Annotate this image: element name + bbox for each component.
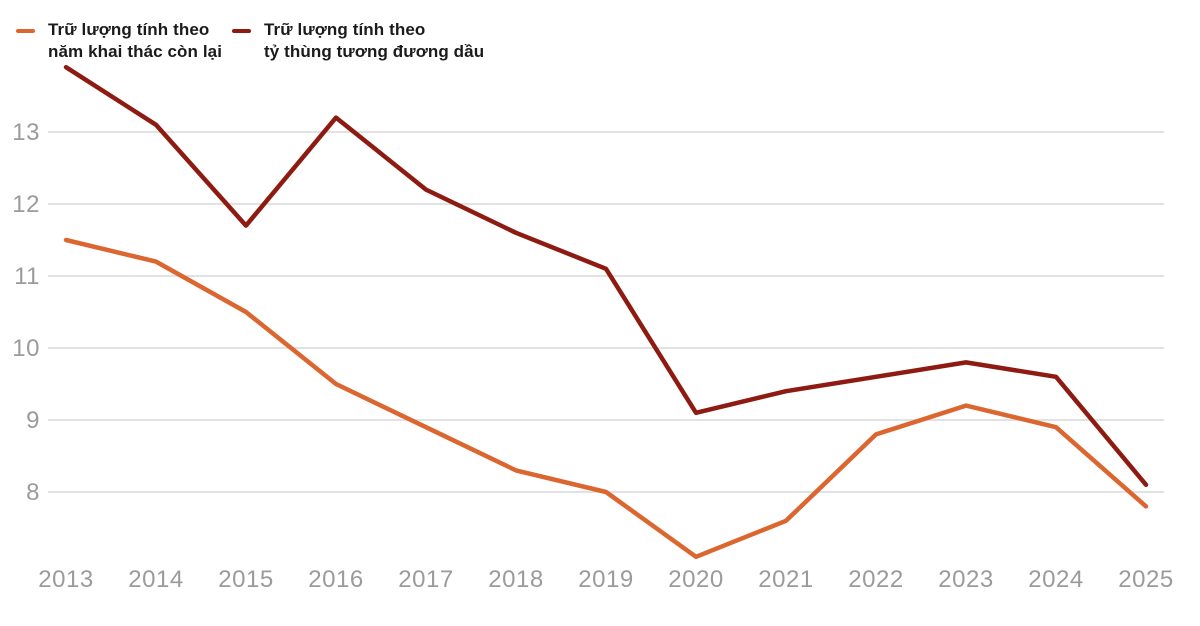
y-tick-label-8: 8: [26, 479, 40, 506]
x-tick-label-2013: 2013: [38, 566, 93, 593]
legend-item-years-remaining: Trữ lượng tính theo năm khai thác còn lạ…: [16, 19, 232, 63]
x-tick-label-2016: 2016: [308, 566, 363, 593]
legend-swatch-orange-line-icon: [16, 29, 35, 33]
x-tick-label-2018: 2018: [488, 566, 543, 593]
x-tick-label-2014: 2014: [128, 566, 183, 593]
y-tick-label-12: 12: [12, 191, 40, 218]
series-line-1: [63, 64, 1149, 488]
y-tick-label-10: 10: [12, 335, 40, 362]
x-tick-label-2025: 2025: [1118, 566, 1173, 593]
x-tick-label-2017: 2017: [398, 566, 453, 593]
legend-swatch-darkred-line-icon: [232, 29, 251, 33]
legend-label-line: năm khai thác còn lại: [48, 42, 223, 61]
x-tick-label-2021: 2021: [758, 566, 813, 593]
y-tick-label-13: 13: [12, 119, 40, 146]
legend-label-line: tỷ thùng tương đương dầu: [264, 42, 485, 61]
legend-label-billion-barrels: Trữ lượng tính theo tỷ thùng tương đương…: [264, 19, 484, 63]
legend-label-years-remaining: Trữ lượng tính theo năm khai thác còn lạ…: [48, 19, 222, 63]
x-tick-label-2020: 2020: [668, 566, 723, 593]
legend-label-line: Trữ lượng tính theo: [48, 20, 210, 39]
y-tick-label-11: 11: [14, 263, 40, 290]
x-tick-label-2023: 2023: [938, 566, 993, 593]
legend-item-billion-barrels: Trữ lượng tính theo tỷ thùng tương đương…: [232, 19, 484, 63]
x-tick-label-2019: 2019: [578, 566, 633, 593]
x-tick-label-2015: 2015: [218, 566, 273, 593]
series-line-0: [63, 237, 1149, 560]
x-tick-label-2022: 2022: [848, 566, 903, 593]
legend-label-line: Trữ lượng tính theo: [264, 20, 426, 39]
legend: Trữ lượng tính theo năm khai thác còn lạ…: [16, 19, 484, 63]
x-tick-label-2024: 2024: [1028, 566, 1083, 593]
y-tick-label-9: 9: [26, 407, 40, 434]
